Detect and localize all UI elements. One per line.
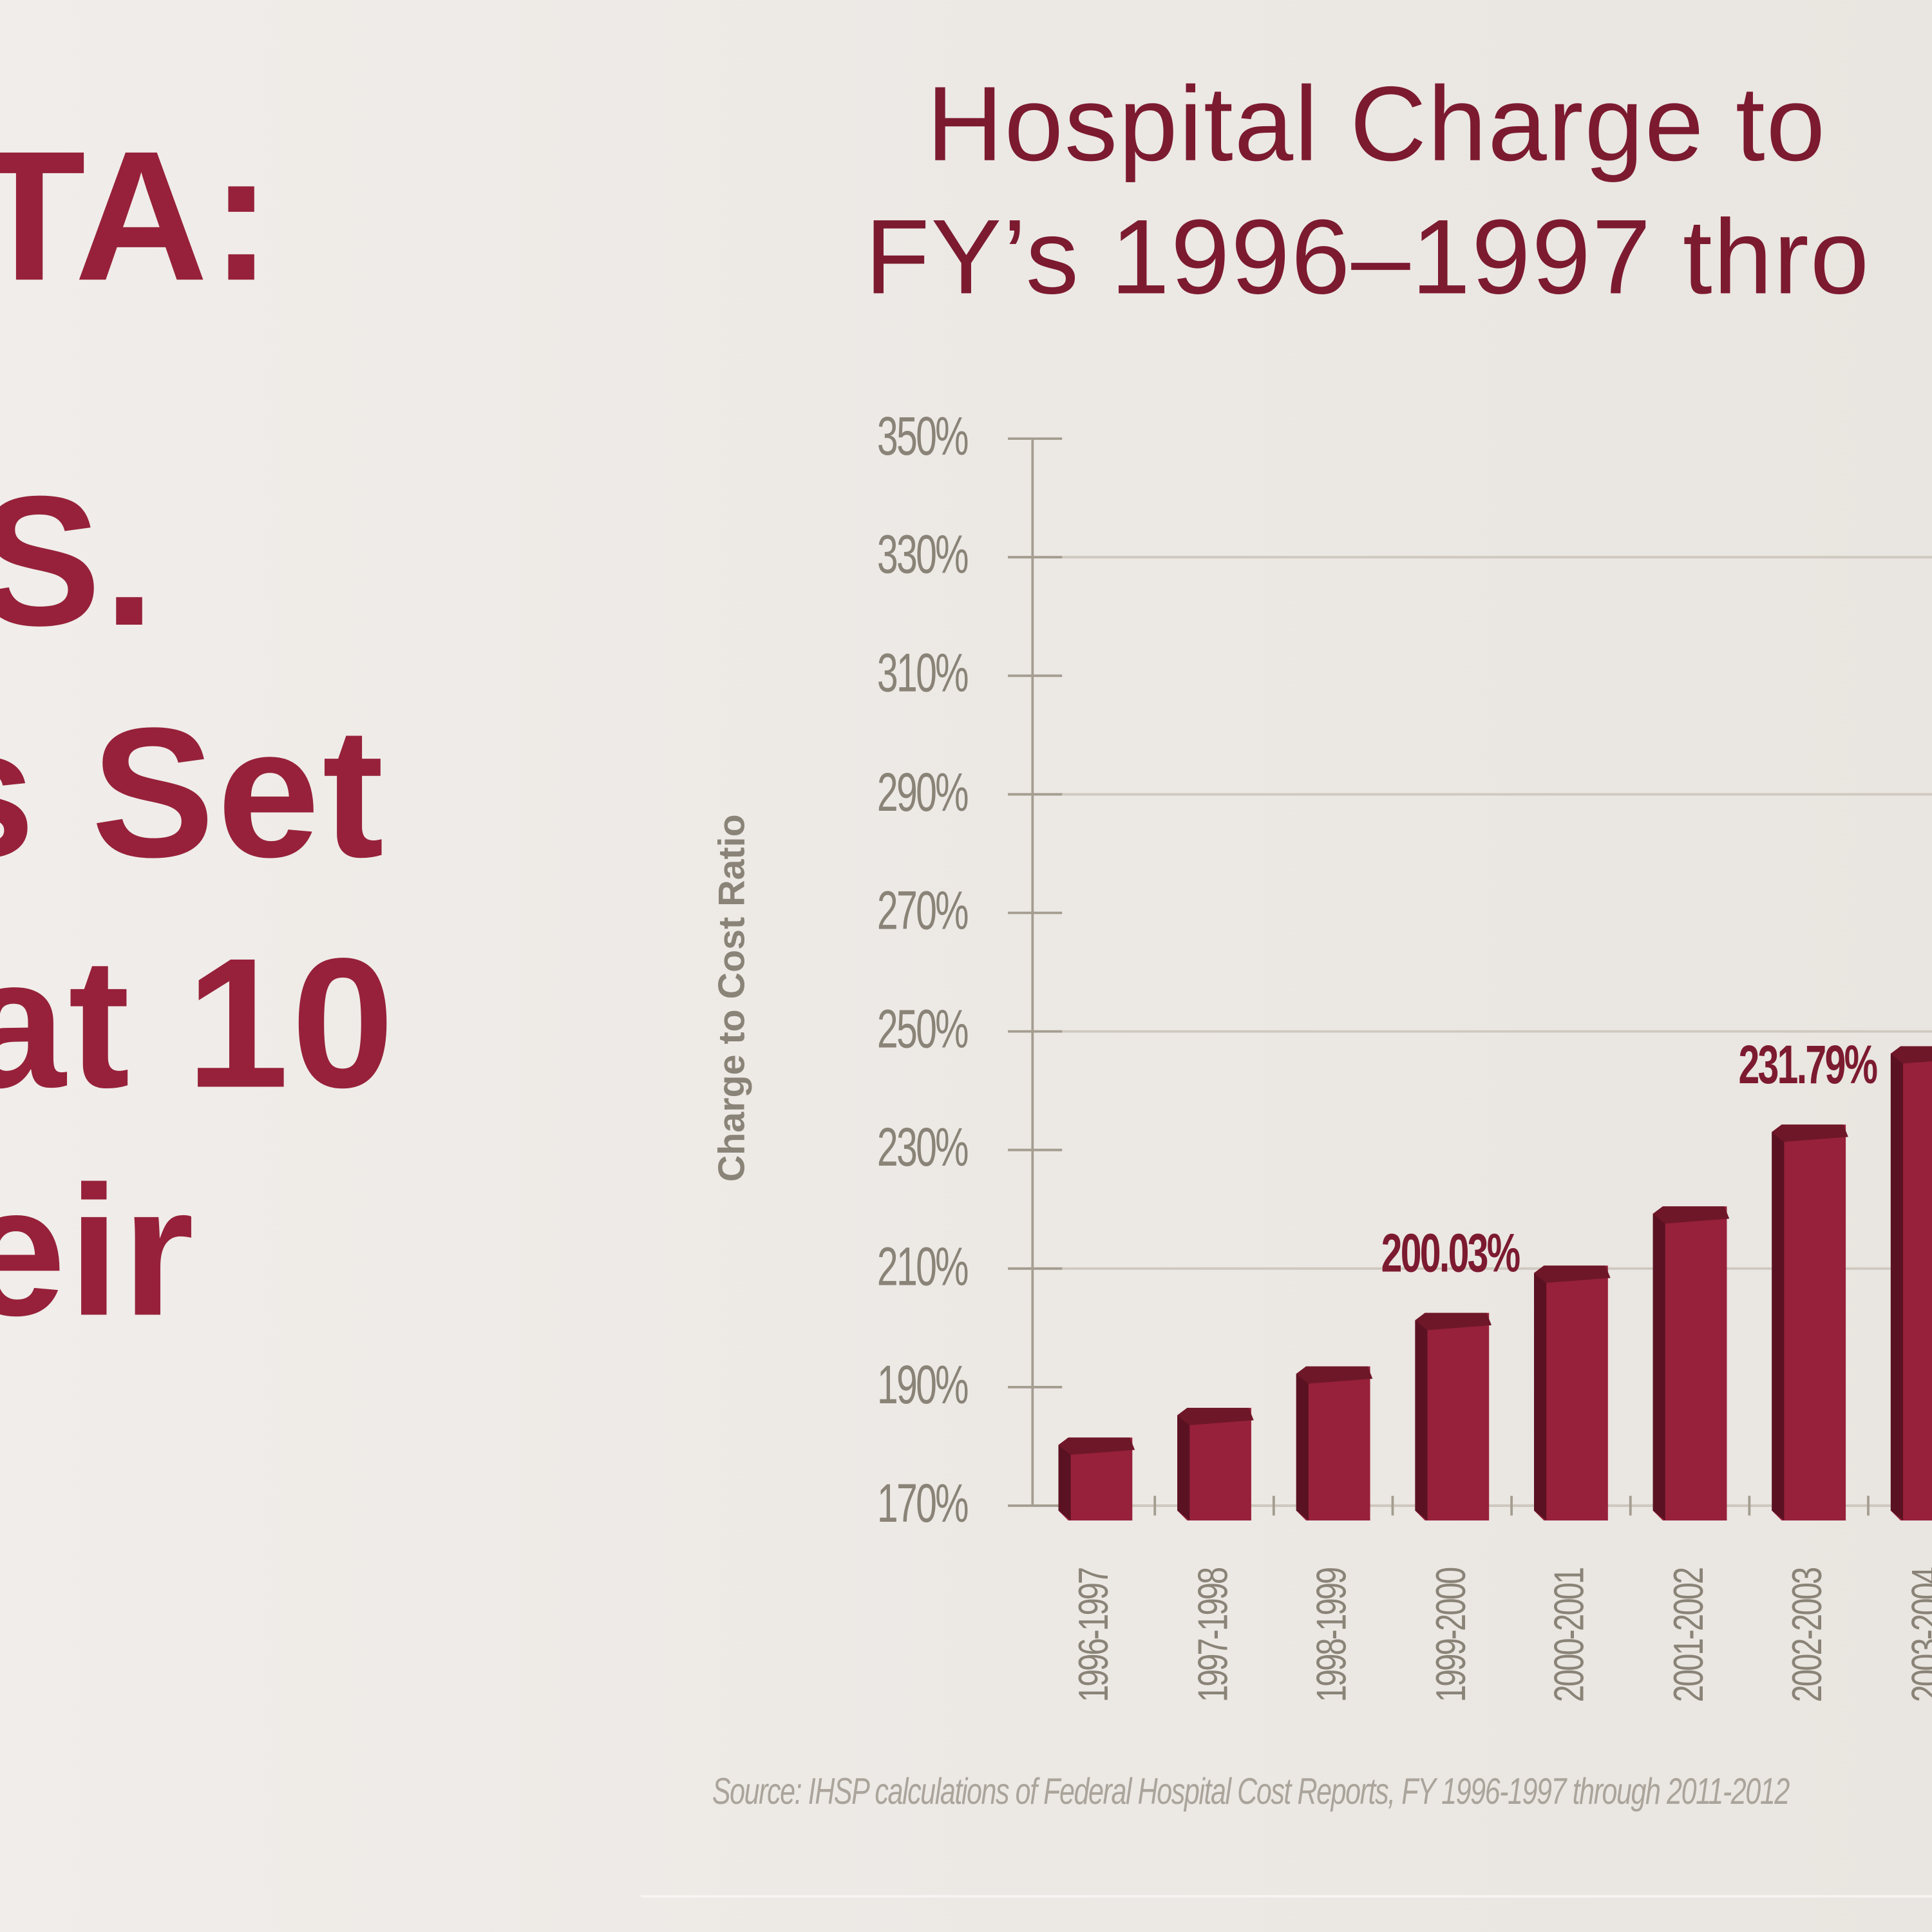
bar (1653, 1206, 1727, 1520)
headline-line: S. (0, 457, 158, 665)
headline-line: eir (0, 1147, 197, 1354)
data-label: 200.03% (1381, 1222, 1521, 1283)
data-label: 231.79% (1738, 1034, 1878, 1095)
bar-side (1415, 1320, 1428, 1520)
x-tick-label: 1999-2000 (1427, 1568, 1475, 1703)
bar-side (1058, 1444, 1071, 1520)
bar-top (1177, 1408, 1254, 1425)
bar-side (1772, 1132, 1785, 1520)
chart-title: Hospital Charge to (926, 65, 1827, 184)
bar-side (1534, 1273, 1547, 1520)
x-tick-label: 1996-1997 (1070, 1568, 1118, 1703)
bar-side (1296, 1374, 1309, 1520)
bar-top (1890, 1046, 1932, 1064)
bar (1177, 1408, 1251, 1520)
y-tick-label: 250% (876, 999, 969, 1060)
bar (1058, 1437, 1133, 1520)
y-tick-label: 170% (876, 1473, 969, 1535)
bar-top (1653, 1206, 1730, 1224)
headline-line: s Set (0, 688, 386, 896)
chart-subtitle: FY’s 1996–1997 thro (865, 198, 1871, 317)
bar (1772, 1124, 1846, 1520)
y-tick-label: 310% (876, 643, 969, 705)
y-tick-label: 190% (876, 1355, 969, 1416)
bar-top (1296, 1366, 1373, 1384)
x-tick-label: 2003-2004 (1903, 1568, 1932, 1703)
bar-top (1534, 1265, 1611, 1283)
bar-top (1058, 1437, 1135, 1455)
headline-line: TA: (0, 112, 275, 319)
y-tick-label: 330% (876, 525, 969, 586)
x-tick-label: 1997-1998 (1189, 1568, 1236, 1703)
divider (640, 1895, 1932, 1898)
y-tick-label: 230% (876, 1117, 969, 1179)
y-tick-label: 290% (876, 762, 969, 823)
bar (1415, 1312, 1490, 1520)
source-note: Source: IHSP calculations of Federal Hos… (712, 1772, 1790, 1813)
x-tick-label: 2001-2002 (1665, 1568, 1712, 1703)
y-tick-label: 210% (876, 1236, 969, 1297)
y-tick-label: 270% (876, 880, 969, 942)
bar-side (1653, 1213, 1665, 1520)
bar-side (1177, 1415, 1190, 1520)
bar-top (1415, 1312, 1492, 1331)
bar-side (1890, 1054, 1904, 1520)
bar (1296, 1366, 1370, 1520)
bar-top (1772, 1124, 1848, 1142)
headline-line: at 10 (0, 919, 397, 1126)
y-tick-label: 350% (876, 406, 969, 468)
bar (1534, 1265, 1608, 1520)
x-tick-label: 2002-2003 (1784, 1568, 1832, 1703)
x-tick-label: 1998-1999 (1308, 1568, 1356, 1703)
x-tick-label: 2000-2001 (1546, 1568, 1593, 1703)
